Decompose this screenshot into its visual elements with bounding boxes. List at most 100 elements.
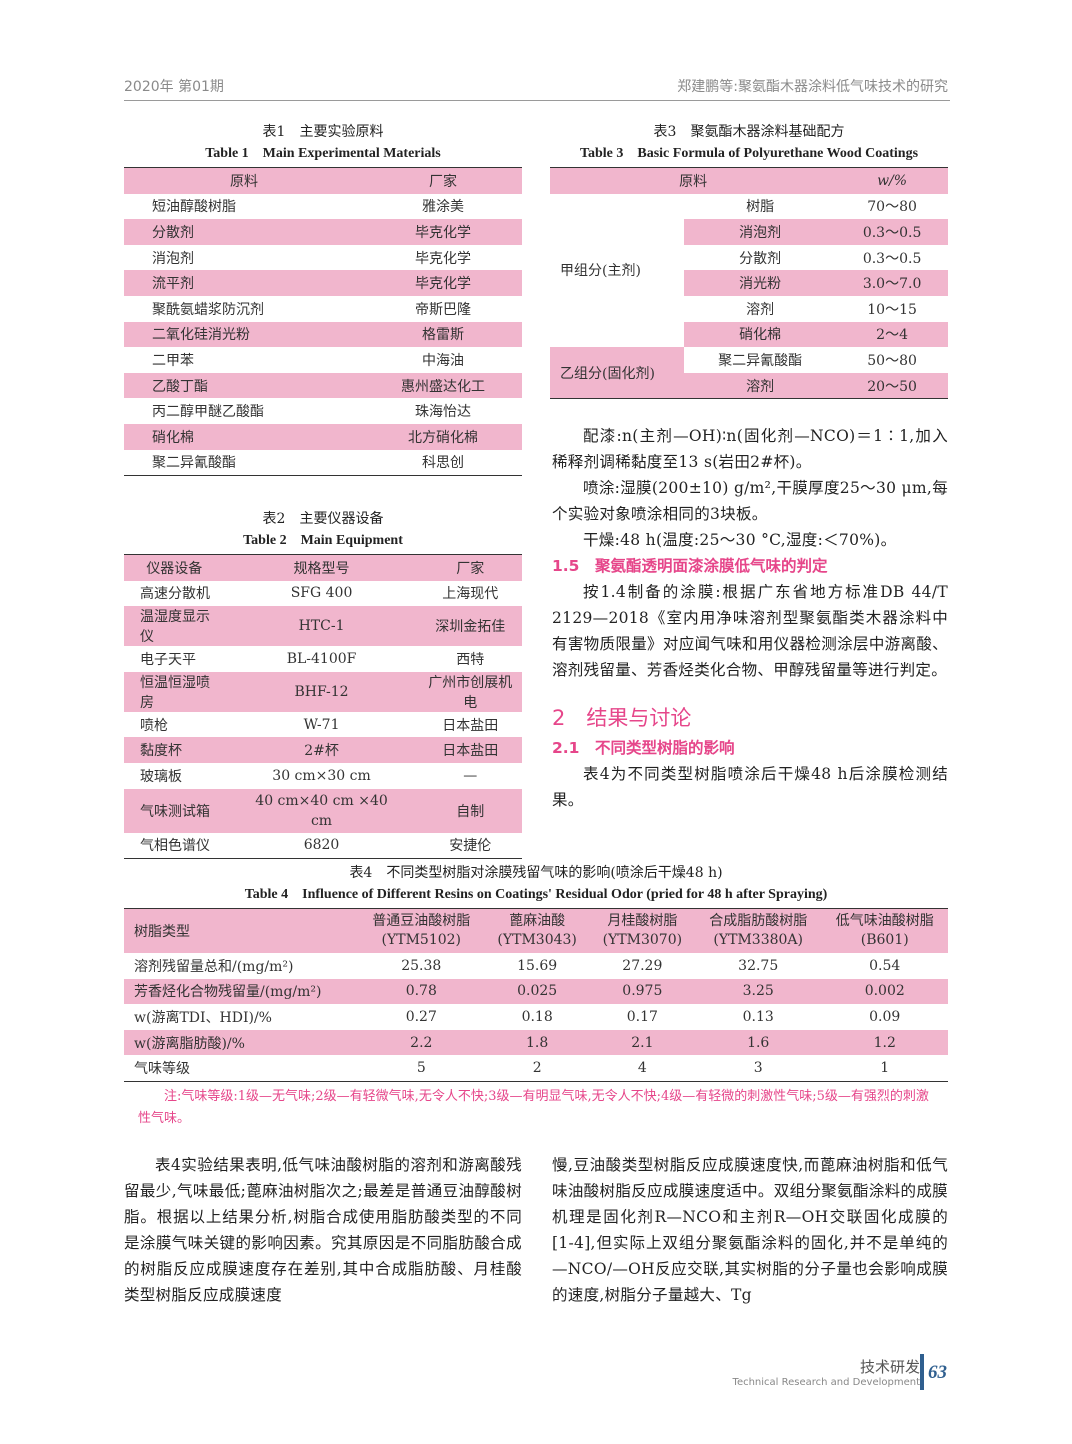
table1-caption-en: Table 1 Main Experimental Materials: [205, 146, 441, 161]
model-cell: W-71: [303, 716, 340, 733]
table-row: 芳香烃化合物残留量/(mg/m²) 0.78 0.025 0.975 3.25 0.002: [124, 978, 948, 1005]
column-header-line: (YTM3380A): [713, 932, 803, 948]
table-row: w(游离脂肪酸)/% 2.2 1.8 2.1 1.6 1.2: [124, 1029, 948, 1056]
manufacturer-cell: 中海油: [422, 352, 465, 369]
running-title: 郑建鹏等:聚氨酯木器涂料低气味技术的研究: [677, 79, 948, 95]
table2-block: 表2 主要仪器设备 Table 2 Main Equipment 仪器设备 规格型…: [124, 508, 522, 860]
column-header: 原料: [230, 173, 259, 190]
table-row: 消泡剂 毕克化学: [124, 245, 522, 271]
equipment-cell: 恒温恒湿喷房: [140, 674, 210, 711]
material-cell: 聚酰氨蜡浆防沉剂: [152, 301, 264, 318]
footer-section: 技术研发 Technical Research and Development: [733, 1356, 920, 1388]
ingredient-cell: 消泡剂: [684, 219, 837, 245]
value-cell: 0.13: [742, 1008, 774, 1025]
material-cell: 流平剂: [152, 276, 194, 293]
table-header-row: 原料 厂家: [124, 167, 522, 194]
table-header-row: 原料 w/%: [550, 167, 948, 194]
manufacturer-cell: 日本盐田: [442, 743, 499, 760]
ingredient-cell: 聚二异氰酸酯: [718, 352, 803, 369]
value-cell: 27.29: [622, 957, 663, 974]
footer-bar: [920, 1354, 924, 1390]
percentage-cell: 50～80: [867, 352, 917, 369]
value-cell: 0.27: [405, 1008, 437, 1025]
column-header: 蓖麻油酸 (YTM3043): [485, 909, 590, 954]
percentage-cell: 2～4: [836, 321, 948, 348]
section-1-5-heading: 1.5 聚氨酯透明面漆涂膜低气味的判定: [552, 557, 828, 575]
ingredient-cell: 分散剂: [739, 250, 782, 267]
column-header-line: 蓖麻油酸: [509, 913, 566, 929]
column-header: 厂家: [456, 560, 485, 577]
material-cell: 聚二异氰酸酯: [152, 455, 236, 472]
material-cell: 短油醇酸树脂: [152, 199, 236, 216]
value-cell: 0.54: [869, 957, 901, 974]
manufacturer-cell: 日本盐田: [442, 717, 499, 734]
percentage-cell: 20～50: [836, 372, 948, 399]
value-cell: 0.78: [405, 983, 437, 1000]
table-row: 气味测试箱 40 cm×40 cm ×40 cm 自制: [124, 788, 522, 833]
table-row: 丙二醇甲醚乙酸酯 珠海怡达: [124, 398, 522, 424]
column-header-line: (YTM5102): [381, 932, 462, 948]
table4-block: 表4 不同类型树脂对涂膜残留气味的影响(喷涂后干燥48 h) Table 4 I…: [124, 862, 948, 1130]
equipment-cell: 玻璃板: [140, 768, 182, 785]
paragraph-mixing: 配漆:n(主剂—OH)∶n(固化剂—NCO)＝1∶1,加入稀释剂调稀黏度至13 …: [552, 427, 948, 471]
metric-label-cell: w(游离脂肪酸)/%: [134, 1035, 245, 1052]
table-row: 溶剂 10～15: [550, 296, 948, 322]
table-row: w(游离TDI、HDI)/% 0.27 0.18 0.17 0.13 0.09: [124, 1004, 948, 1030]
table3-block: 表3 聚氨酯木器涂料基础配方 Table 3 Basic Formula of …: [550, 121, 948, 400]
material-cell: 乙酸丁酯: [152, 378, 208, 395]
table4-caption-en: Table 4 Influence of Different Resins on…: [244, 887, 828, 902]
value-cell: 32.75: [738, 957, 779, 974]
percentage-cell: 3.0～7.0: [836, 270, 948, 296]
section-2-1-heading: 2.1 不同类型树脂的影响: [552, 739, 735, 757]
column-header: 低气味油酸树脂 (B601): [821, 909, 948, 954]
manufacturer-cell: 惠州盛达化工: [401, 378, 486, 395]
table-header-row: 仪器设备 规格型号 厂家: [124, 554, 522, 581]
ingredient-cell: 消光粉: [684, 270, 837, 296]
manufacturer-cell: 深圳金拓佳: [435, 619, 506, 636]
corner-header: 树脂类型: [134, 924, 190, 940]
value-cell: 3: [753, 1060, 763, 1077]
group-cell: 乙组分(固化剂): [550, 347, 684, 399]
table-row: 喷枪 W-71 日本盐田: [124, 712, 522, 738]
ingredient-cell: 树脂: [746, 199, 775, 216]
column-header-line: 低气味油酸树脂: [835, 913, 934, 929]
manufacturer-cell: 毕克化学: [415, 276, 472, 293]
column-header: 仪器设备: [146, 560, 203, 577]
table-row: 气味等级 5 2 4 3 1: [124, 1055, 948, 1081]
table2-caption-en: Table 2 Main Equipment: [243, 533, 403, 548]
table-header-row: 树脂类型 普通豆油酸树脂 (YTM5102) 蓖麻油酸 (YTM3043) 月桂酸树脂 (Y…: [124, 908, 948, 954]
body-left-column: 表4实验结果表明,低气味油酸树脂的溶剂和游离酸残留最少,气味最低;蓖麻油树脂次之…: [124, 1156, 522, 1304]
table-row: 分散剂 毕克化学: [124, 219, 522, 245]
table2-caption-cn: 表2 主要仪器设备: [262, 511, 384, 527]
body-right-column: 慢,豆油酸类型树脂反应成膜速度快,而蓖麻油树脂和低气味油酸树脂反应成膜速度适中。…: [552, 1156, 948, 1304]
column-header: w/%: [877, 172, 908, 189]
column-header: 厂家: [429, 173, 458, 190]
manufacturer-cell: 珠海怡达: [415, 404, 472, 421]
table-row: 乙酸丁酯 惠州盛达化工: [124, 372, 522, 399]
footer-section-cn: 技术研发: [859, 1358, 920, 1376]
table-row: 硝化棉 2～4: [550, 321, 948, 348]
percentage-cell: 10～15: [867, 301, 917, 318]
percentage-cell: 70～80: [867, 199, 917, 216]
column-header: 普通豆油酸树脂 (YTM5102): [358, 909, 485, 954]
value-cell: 2: [532, 1060, 542, 1077]
header-divider: [124, 100, 950, 101]
paragraph-spraying: 喷涂:湿膜(200±10) g/m²,干膜厚度25～30 μm,每个实验对象喷涂…: [552, 479, 948, 523]
manufacturer-cell: 毕克化学: [415, 224, 472, 241]
table-row: 温湿度显示仪 HTC-1 深圳金拓佳: [124, 606, 522, 647]
table-row: 流平剂 毕克化学: [124, 270, 522, 296]
column-header-line: (YTM3043): [497, 932, 577, 948]
column-header: 月桂酸树脂 (YTM3070): [590, 909, 695, 954]
table-row: 甲组分(主剂) 树脂 70～80: [550, 194, 948, 279]
table2: 仪器设备 规格型号 厂家 高速分散机 SFG 400 上海现代 温湿度显示仪 HTC-1 深圳金…: [124, 554, 522, 860]
equipment-cell: 温湿度显示仪: [140, 609, 210, 646]
table3: 原料 w/% 甲组分(主剂) 树脂 70～80 消泡剂 0.3～0.5 分散剂 0.3～0.5 消…: [550, 167, 948, 400]
model-cell: HTC-1: [298, 618, 345, 635]
value-cell: 0.17: [626, 1008, 658, 1025]
table-row: 气相色谱仪 6820 安捷伦: [124, 833, 522, 859]
value-cell: 0.975: [622, 983, 663, 1000]
column-header-line: (YTM3070): [602, 932, 683, 948]
table4: 树脂类型 普通豆油酸树脂 (YTM5102) 蓖麻油酸 (YTM3043) 月桂酸树脂 (Y…: [124, 908, 948, 1082]
ingredient-cell: 硝化棉: [684, 321, 837, 348]
table4-note: 注:气味等级:1级—无气味;2级—有轻微气味,无令人不快;3级—有明显气味,无令…: [138, 1088, 929, 1126]
